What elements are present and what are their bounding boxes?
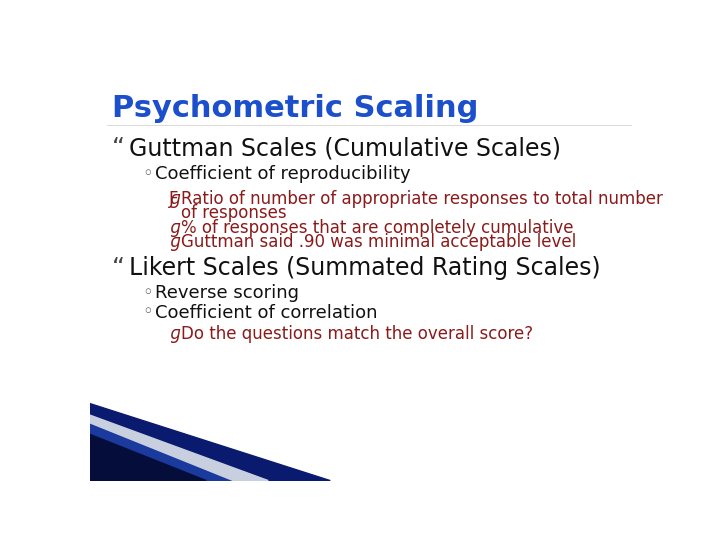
Text: ɡ: ɡ [169, 190, 179, 208]
Text: Guttman Scales (Cumulative Scales): Guttman Scales (Cumulative Scales) [129, 137, 561, 160]
Text: Coefficient of correlation: Coefficient of correlation [155, 303, 377, 321]
Text: % of responses that are completely cumulative: % of responses that are completely cumul… [181, 219, 574, 237]
Text: Guttman said .90 was minimal acceptable level: Guttman said .90 was minimal acceptable … [181, 233, 577, 251]
Text: Coefficient of reproducibility: Coefficient of reproducibility [155, 165, 410, 183]
Text: “: “ [112, 256, 125, 280]
Text: ɡ: ɡ [169, 325, 179, 343]
Text: ɡ: ɡ [169, 219, 179, 237]
Polygon shape [90, 419, 269, 481]
Text: Do the questions match the overall score?: Do the questions match the overall score… [181, 325, 534, 343]
Text: Likert Scales (Summated Rating Scales): Likert Scales (Summated Rating Scales) [129, 256, 600, 280]
Text: ◦: ◦ [143, 284, 153, 302]
Text: Reverse scoring: Reverse scoring [155, 284, 299, 302]
Text: Ratio of number of appropriate responses to total number: Ratio of number of appropriate responses… [181, 190, 663, 208]
Text: “: “ [112, 137, 125, 160]
Polygon shape [90, 434, 206, 481]
Text: Ƒ: Ƒ [169, 190, 179, 208]
Polygon shape [90, 415, 269, 481]
Text: of responses: of responses [181, 204, 287, 222]
Polygon shape [90, 403, 330, 481]
Text: ◦: ◦ [143, 165, 153, 183]
Text: Psychometric Scaling: Psychometric Scaling [112, 94, 478, 123]
Text: ɡ: ɡ [169, 233, 179, 251]
Text: ◦: ◦ [143, 303, 153, 321]
